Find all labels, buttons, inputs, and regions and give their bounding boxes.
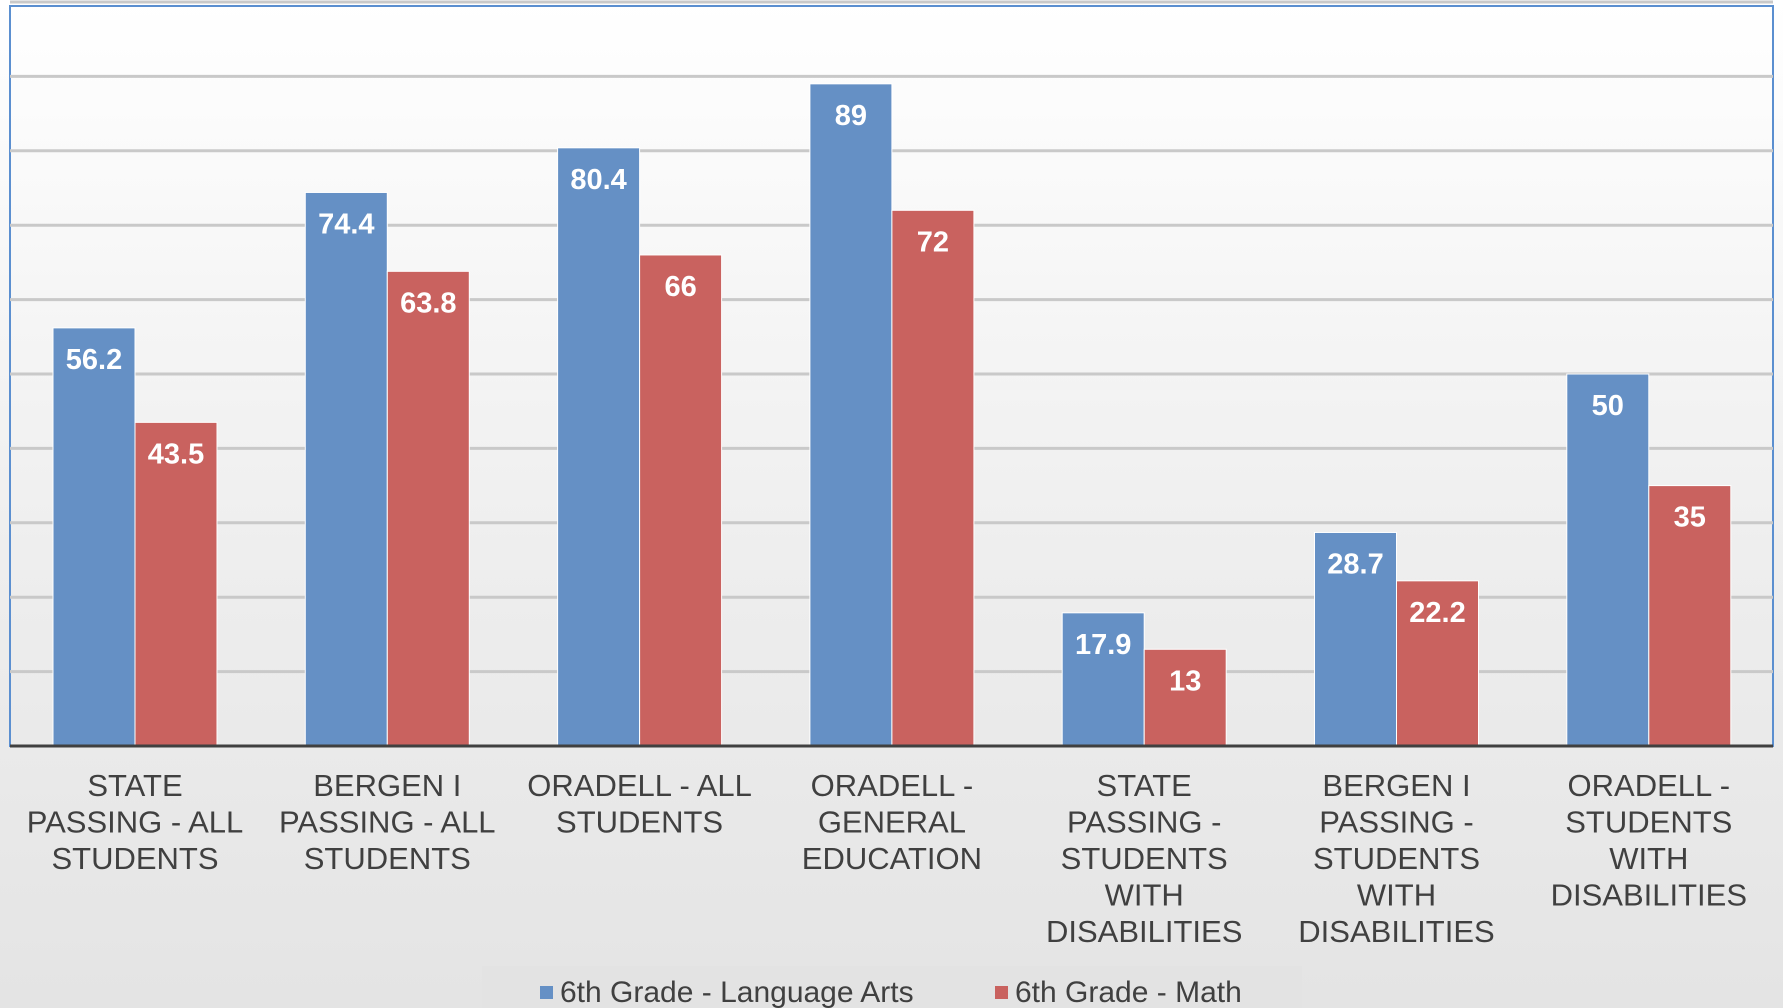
legend-background (482, 966, 1302, 1008)
data-label: 80.4 (570, 164, 626, 196)
category-label: BERGEN I PASSING - ALL STUDENTS (279, 768, 496, 876)
bar (891, 209, 975, 747)
data-label: 89 (835, 100, 867, 132)
category-labels: STATE PASSING - ALL STUDENTS BERGEN I PASSIN… (27, 768, 1747, 949)
bar (386, 270, 470, 747)
category-label: BERGEN I PASSING -STUDENTS WITH DISABILITIE… (1298, 768, 1494, 949)
data-label: 63.8 (400, 287, 456, 319)
category-label: ORADELL - ALL STUDENTS (527, 768, 752, 840)
legend-swatch-language-arts (540, 986, 553, 999)
data-label: 72 (917, 226, 949, 258)
bar (1143, 648, 1227, 747)
bar (1314, 531, 1397, 747)
bar (639, 254, 723, 747)
bar (52, 327, 136, 747)
data-label: 66 (664, 271, 696, 303)
bars: 56.2 43.5 74.4 63.8 80.4 66 89 72 17.9 13 28.7 22.2… (52, 83, 1732, 747)
data-label: 56.2 (66, 344, 122, 376)
data-label: 22.2 (1409, 597, 1465, 629)
bar (557, 147, 641, 747)
legend-label-math: 6th Grade - Math (1015, 976, 1242, 1008)
data-label: 74.4 (318, 208, 374, 240)
bar (1648, 485, 1732, 747)
category-label: STATE PASSING - ALL STUDENTS (27, 768, 244, 876)
bar (134, 421, 218, 747)
bar (304, 191, 388, 747)
category-label: STATE PASSING -STUDENTS WITH DISABILITIES (1046, 768, 1242, 949)
bar (1396, 580, 1479, 747)
bar (1061, 612, 1145, 747)
legend: 6th Grade - Language Arts 6th Grade - Ma… (482, 966, 1302, 1008)
data-label: 43.5 (148, 438, 204, 470)
data-label: 17.9 (1075, 629, 1131, 661)
data-label: 13 (1169, 665, 1201, 697)
data-label: 35 (1674, 502, 1706, 534)
legend-label-language-arts: 6th Grade - Language Arts (560, 976, 914, 1008)
data-label: 28.7 (1327, 548, 1383, 580)
category-label: ORADELL -STUDENTS WITH DISABILITIES (1551, 768, 1747, 913)
legend-swatch-math (995, 986, 1008, 999)
bar (809, 83, 893, 747)
data-label: 50 (1592, 390, 1624, 422)
bar (1566, 373, 1650, 747)
gridlines (10, 0, 1773, 674)
category-label: ORADELL -GENERAL EDUCATION (802, 768, 982, 876)
